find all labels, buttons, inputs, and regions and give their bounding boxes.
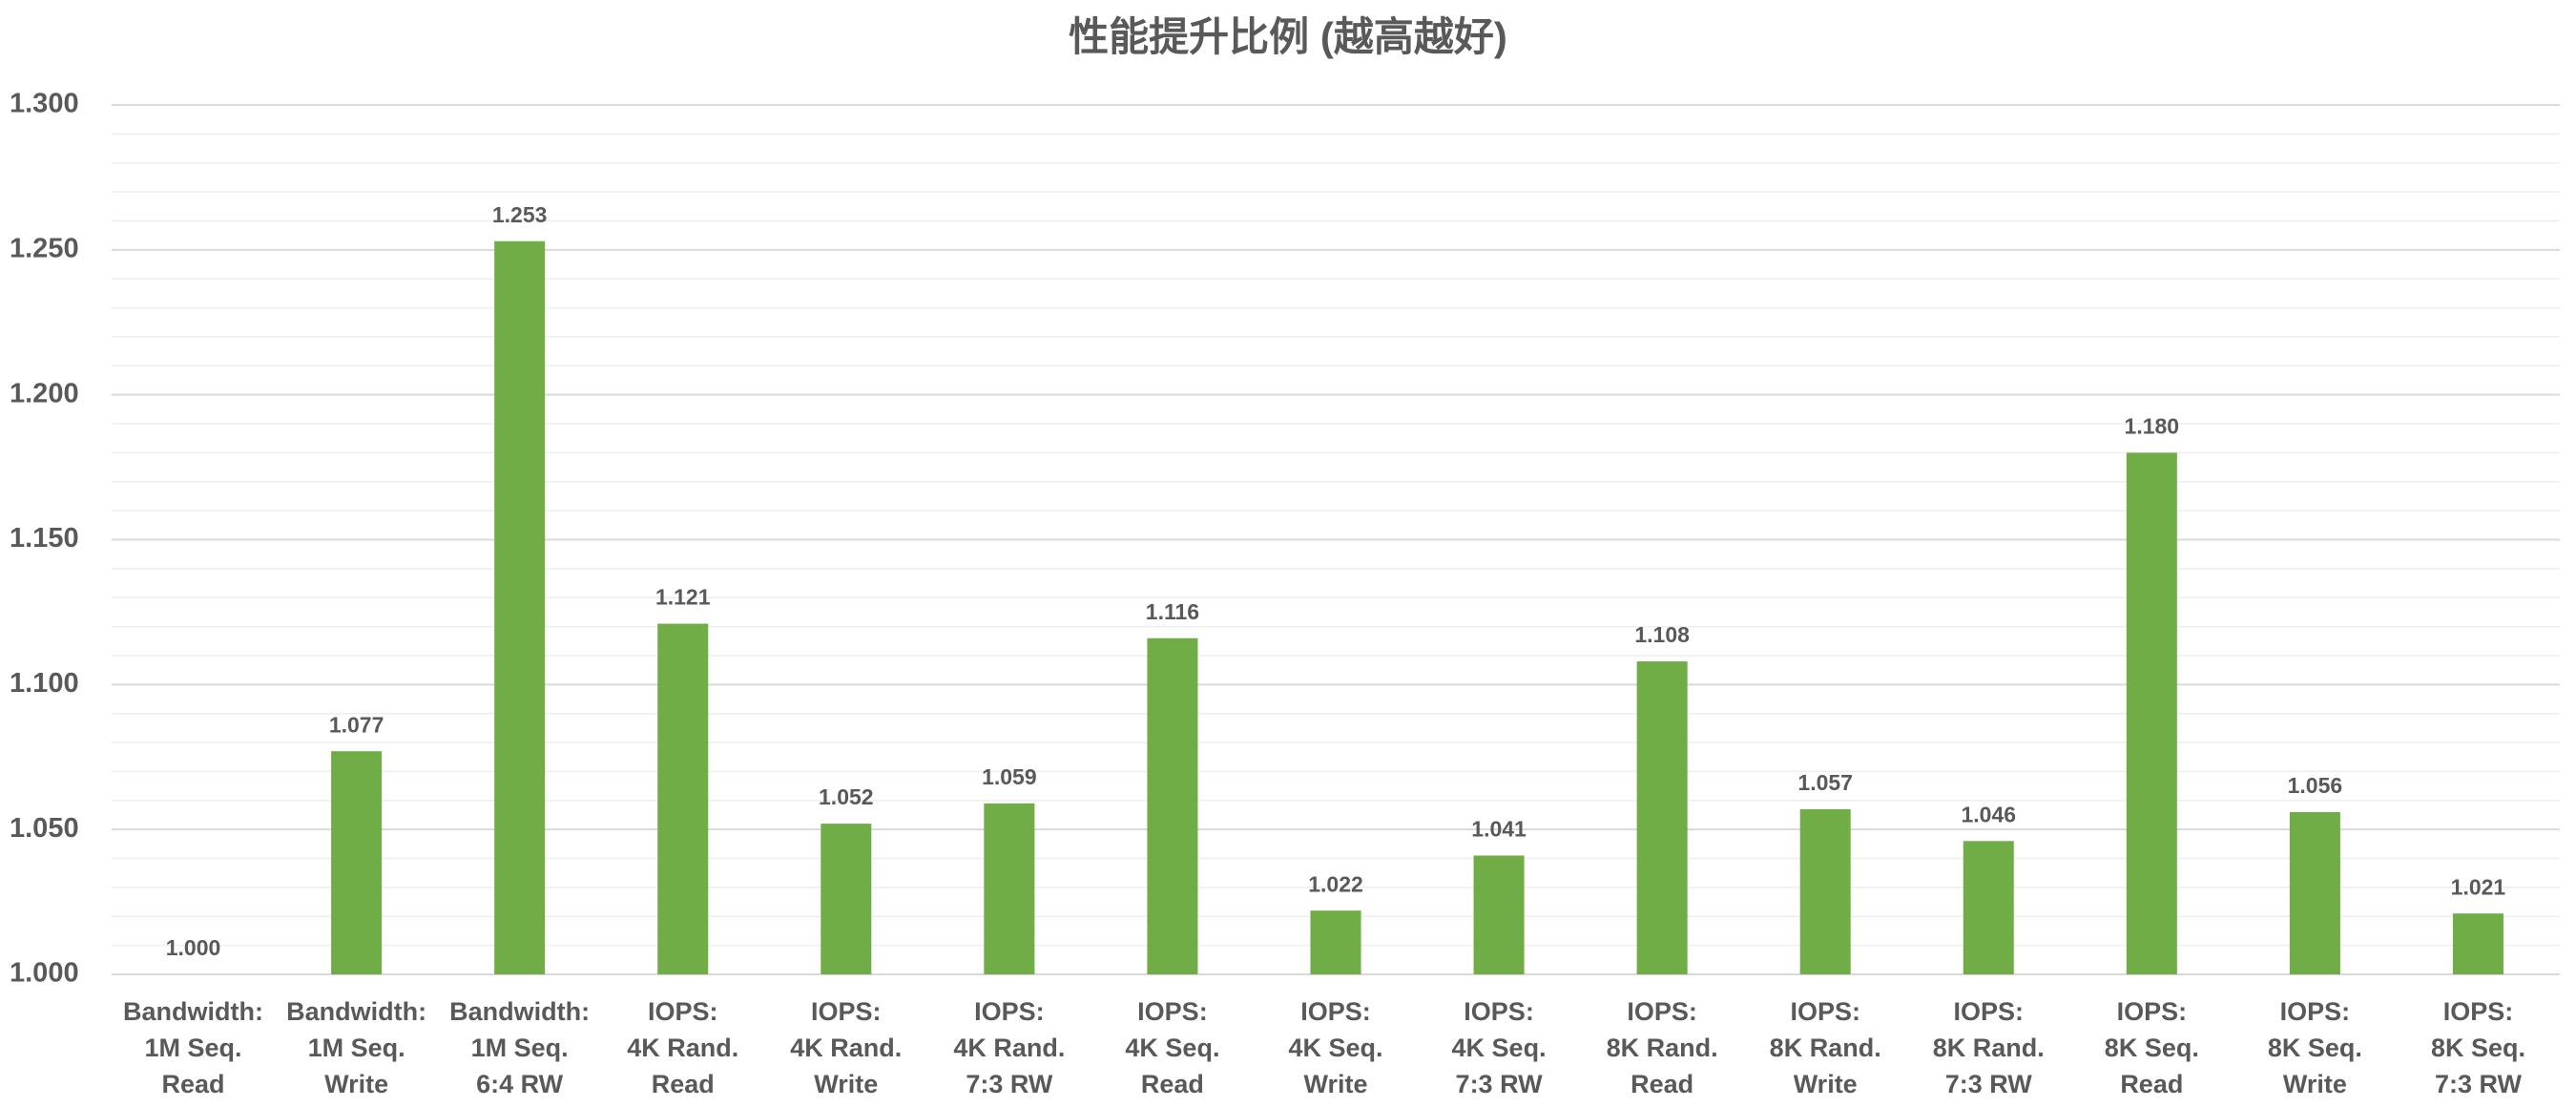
x-tick-label: IOPS: — [2117, 997, 2188, 1026]
value-label: 1.108 — [1634, 622, 1690, 647]
value-label: 1.077 — [329, 712, 384, 737]
x-tick-label: 1M Seq. — [471, 1034, 569, 1062]
x-tick-label: Bandwidth: — [123, 997, 263, 1026]
x-tick-label: IOPS: — [811, 997, 882, 1026]
bar — [2126, 452, 2177, 974]
x-tick-label: 4K Rand. — [627, 1034, 738, 1062]
x-tick-label: 7:3 RW — [966, 1070, 1053, 1098]
x-tick-label: IOPS: — [1954, 997, 2025, 1026]
bar — [494, 240, 546, 974]
x-tick-label: 1M Seq. — [145, 1034, 242, 1062]
bar — [1473, 855, 1525, 974]
bar — [1636, 661, 1688, 974]
value-label: 1.180 — [2125, 413, 2180, 438]
value-label: 1.253 — [492, 202, 548, 227]
x-tick-label: IOPS: — [1464, 997, 1534, 1026]
x-tick-label: IOPS: — [1300, 997, 1371, 1026]
y-tick-label: 1.000 — [10, 958, 79, 989]
x-tick-label: Read — [1141, 1070, 1204, 1098]
value-label: 1.021 — [2451, 874, 2506, 899]
bar — [1147, 637, 1198, 974]
x-tick-label: IOPS: — [1790, 997, 1860, 1026]
x-tick-label: 7:3 RW — [1945, 1070, 2033, 1098]
value-label: 1.116 — [1146, 599, 1199, 624]
value-label: 1.022 — [1308, 871, 1363, 896]
y-tick-label: 1.100 — [10, 668, 79, 699]
bar — [1963, 841, 2014, 974]
x-tick-label: Write — [2283, 1070, 2347, 1098]
y-tick-label: 1.050 — [10, 813, 79, 844]
x-tick-label: Bandwidth: — [286, 997, 426, 1026]
x-tick-label: Read — [162, 1070, 225, 1098]
x-tick-label: 8K Seq. — [2105, 1034, 2199, 1062]
x-tick-label: Write — [1303, 1070, 1367, 1098]
x-tick-label: Bandwidth: — [449, 997, 590, 1026]
x-tick-label: Write — [814, 1070, 878, 1098]
bar — [2289, 811, 2340, 974]
x-tick-label: 7:3 RW — [2435, 1070, 2523, 1098]
value-label: 1.056 — [2288, 773, 2343, 798]
bar — [1310, 910, 1361, 974]
x-tick-label: 4K Seq. — [1452, 1034, 1547, 1062]
value-label: 1.057 — [1797, 770, 1853, 795]
x-tick-label: 4K Rand. — [953, 1034, 1065, 1062]
x-tick-label: 7:3 RW — [1456, 1070, 1544, 1098]
x-tick-label: 8K Rand. — [1933, 1034, 2045, 1062]
x-tick-label: 8K Rand. — [1770, 1034, 1881, 1062]
x-tick-label: 8K Seq. — [2431, 1034, 2525, 1062]
x-tick-label: IOPS: — [1137, 997, 1208, 1026]
x-tick-label: 6:4 RW — [476, 1070, 564, 1098]
bar — [331, 751, 383, 974]
x-tick-label: Write — [324, 1070, 388, 1098]
x-tick-label: IOPS: — [974, 997, 1045, 1026]
x-tick-label: 1M Seq. — [308, 1034, 405, 1062]
x-tick-label: IOPS: — [2443, 997, 2514, 1026]
bar — [2452, 913, 2503, 974]
y-tick-label: 1.150 — [10, 523, 79, 554]
x-tick-label: Read — [1631, 1070, 1693, 1098]
value-label: 1.000 — [166, 935, 221, 960]
value-label: 1.121 — [655, 585, 711, 610]
bar — [1799, 808, 1851, 974]
bar — [984, 803, 1035, 974]
value-label: 1.041 — [1471, 817, 1527, 842]
bar — [657, 623, 709, 974]
x-tick-label: 4K Seq. — [1125, 1034, 1219, 1062]
chart-title: 性能提升比例 (越高越好) — [1069, 14, 1507, 59]
value-label: 1.059 — [982, 764, 1037, 789]
bar — [821, 824, 872, 974]
x-tick-label: IOPS: — [648, 997, 718, 1026]
x-tick-label: 4K Seq. — [1288, 1034, 1382, 1062]
x-tick-label: IOPS: — [2280, 997, 2351, 1026]
y-tick-label: 1.200 — [10, 378, 79, 408]
x-tick-label: Write — [1794, 1070, 1858, 1098]
x-tick-label: 8K Rand. — [1607, 1034, 1718, 1062]
x-tick-label: 4K Rand. — [790, 1034, 902, 1062]
x-tick-label: Read — [2120, 1070, 2183, 1098]
x-tick-label: 8K Seq. — [2268, 1034, 2362, 1062]
x-tick-label: IOPS: — [1627, 997, 1697, 1026]
y-tick-label: 1.250 — [10, 233, 79, 263]
value-label: 1.046 — [1961, 802, 2016, 826]
value-label: 1.052 — [819, 784, 874, 809]
x-tick-label: Read — [652, 1070, 715, 1098]
y-tick-label: 1.300 — [10, 89, 79, 119]
